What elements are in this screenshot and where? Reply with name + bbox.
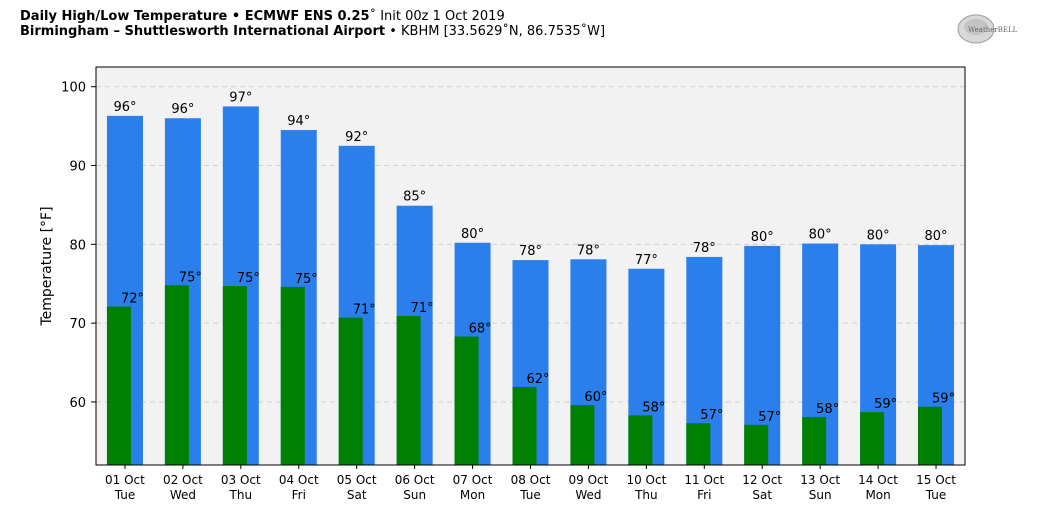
high-value-label: 96°	[113, 100, 136, 115]
low-value-label: 59°	[932, 392, 955, 407]
high-value-label: 97°	[229, 90, 252, 105]
value-labels: 96° 72° 96° 75° 97° 75° 94° 75° 92° 71° 85° 71° 80° 6…	[113, 90, 955, 424]
chart-title-init: Init 00z 1 Oct 2019	[376, 9, 505, 24]
x-tick-label-date: 12 Oct	[742, 473, 782, 487]
low-bar	[628, 415, 653, 465]
x-tick-label-day: Sat	[752, 488, 772, 502]
bars	[106, 106, 955, 465]
x-tick-label-day: Fri	[292, 488, 306, 502]
high-value-label: 80°	[461, 227, 484, 242]
x-tick-label-date: 13 Oct	[800, 473, 840, 487]
low-value-label: 62°	[527, 372, 550, 387]
x-tick-label-day: Wed	[575, 488, 601, 502]
low-bar	[222, 286, 247, 465]
high-value-label: 78°	[577, 243, 600, 258]
x-tick-label-date: 08 Oct	[511, 473, 551, 487]
y-tick-label: 100	[61, 81, 86, 96]
high-value-label: 96°	[171, 102, 194, 117]
low-value-label: 75°	[179, 270, 202, 285]
low-value-label: 71°	[353, 303, 376, 318]
x-tick-label-day: Sun	[809, 488, 832, 502]
high-value-label: 92°	[345, 130, 368, 145]
y-tick-label: 60	[69, 396, 86, 411]
low-bar	[106, 306, 131, 465]
high-value-label: 80°	[809, 228, 832, 243]
low-value-label: 60°	[584, 390, 607, 405]
x-tick-label-date: 03 Oct	[221, 473, 261, 487]
x-tick-label-day: Sat	[347, 488, 367, 502]
high-value-label: 80°	[867, 228, 890, 243]
low-value-label: 71°	[411, 301, 434, 316]
x-tick-label-day: Thu	[634, 488, 658, 502]
x-tick-label-date: 05 Oct	[337, 473, 377, 487]
x-tick-label-date: 10 Oct	[626, 473, 666, 487]
x-tick-label-date: 09 Oct	[569, 473, 609, 487]
chart-subtitle: Birmingham – Shuttlesworth International…	[20, 24, 605, 39]
low-bar	[860, 412, 885, 465]
x-tick-label-date: 02 Oct	[163, 473, 203, 487]
low-bar	[280, 286, 305, 465]
y-axis-label: Temperature [°F]	[39, 206, 55, 326]
x-tick-label-date: 01 Oct	[105, 473, 145, 487]
x-tick-label-date: 14 Oct	[858, 473, 898, 487]
x-tick-label-day: Wed	[170, 488, 196, 502]
chart-title-degree: ˚	[369, 9, 377, 24]
low-value-label: 72°	[121, 292, 144, 307]
low-bar	[512, 386, 537, 465]
low-bar	[918, 406, 943, 465]
y-tick-label: 80	[69, 238, 86, 253]
y-tick-label: 70	[69, 317, 86, 332]
low-value-label: 68°	[469, 322, 492, 337]
x-tick-label-date: 11 Oct	[684, 473, 724, 487]
logo-text: WeatherBELL	[968, 26, 1018, 34]
x-tick-label-day: Thu	[229, 488, 253, 502]
y-axis: 60 70 80 90 100	[61, 81, 96, 411]
low-bar	[802, 416, 827, 465]
high-value-label: 80°	[925, 229, 948, 244]
high-value-label: 94°	[287, 114, 310, 129]
high-value-label: 85°	[403, 190, 426, 205]
high-value-label: 78°	[519, 244, 542, 259]
low-bar	[744, 424, 769, 465]
low-value-label: 59°	[874, 397, 897, 412]
x-tick-label-date: 04 Oct	[279, 473, 319, 487]
high-value-label: 80°	[751, 230, 774, 245]
low-bar	[570, 405, 595, 465]
chart-title-main: Daily High/Low Temperature • ECMWF ENS 0…	[20, 9, 370, 24]
weatherbell-logo: WeatherBELL	[956, 12, 1020, 46]
x-tick-label-day: Tue	[519, 488, 541, 502]
x-tick-label-day: Tue	[114, 488, 136, 502]
chart-header: Daily High/Low Temperature • ECMWF ENS 0…	[20, 9, 605, 39]
low-value-label: 57°	[700, 408, 723, 423]
y-tick-label: 90	[69, 160, 86, 175]
x-tick-label-day: Mon	[865, 488, 890, 502]
chart-title: Daily High/Low Temperature • ECMWF ENS 0…	[20, 9, 605, 24]
chart-subtitle-coords: • KBHM [33.5629˚N, 86.7535˚W]	[385, 24, 606, 39]
x-tick-label-day: Sun	[403, 488, 426, 502]
x-tick-label-date: 15 Oct	[916, 473, 956, 487]
high-value-label: 77°	[635, 253, 658, 268]
low-value-label: 75°	[237, 271, 260, 286]
x-tick-label-day: Fri	[697, 488, 711, 502]
chart-subtitle-station: Birmingham – Shuttlesworth International…	[20, 24, 386, 39]
low-value-label: 57°	[758, 410, 781, 425]
low-bar	[164, 285, 189, 465]
low-bar	[686, 423, 711, 465]
x-tick-label-day: Tue	[925, 488, 947, 502]
low-value-label: 58°	[816, 402, 839, 417]
high-value-label: 78°	[693, 241, 716, 256]
x-tick-label-date: 07 Oct	[453, 473, 493, 487]
x-tick-label-day: Mon	[460, 488, 485, 502]
low-bar	[338, 317, 363, 465]
low-value-label: 58°	[642, 400, 665, 415]
x-tick-label-date: 06 Oct	[395, 473, 435, 487]
low-value-label: 75°	[295, 272, 318, 287]
low-bar	[396, 316, 421, 465]
low-bar	[454, 336, 479, 465]
